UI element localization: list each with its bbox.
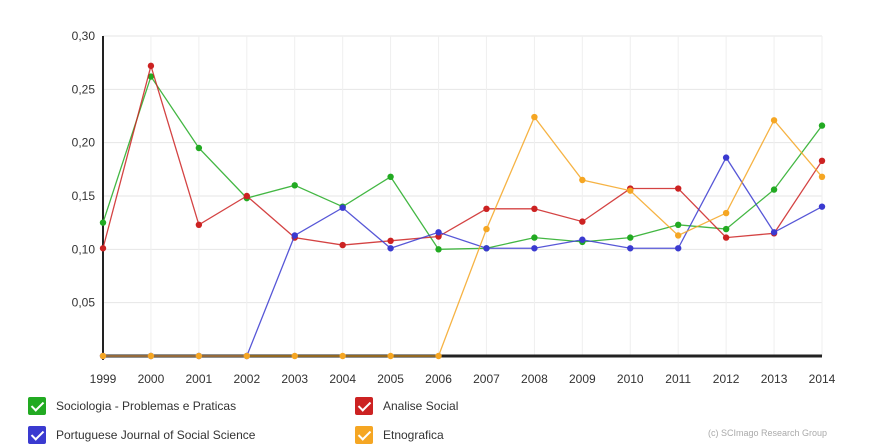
x-tick-label: 2011 bbox=[665, 372, 691, 386]
series-line bbox=[102, 75, 823, 250]
data-point bbox=[675, 245, 682, 252]
y-tick-label: 0,20 bbox=[72, 136, 96, 150]
x-tick-label: 2009 bbox=[569, 372, 596, 386]
data-point bbox=[99, 219, 107, 226]
data-point bbox=[770, 229, 778, 236]
x-tick-labels: 1999 2000 2001 2002 2003 2004 2005 2006 2007 2008… bbox=[90, 372, 836, 386]
y-tick-labels: 0,30 0,25 0,20 0,15 0,10 0,05 bbox=[72, 29, 96, 310]
data-point bbox=[339, 241, 346, 249]
data-point bbox=[339, 204, 346, 211]
x-tick-label: 2006 bbox=[425, 372, 452, 386]
data-point bbox=[579, 218, 586, 225]
data-point bbox=[243, 192, 250, 200]
data-point bbox=[675, 185, 682, 192]
data-point bbox=[627, 245, 634, 252]
series-2 bbox=[99, 154, 826, 360]
data-point bbox=[147, 73, 155, 80]
data-point bbox=[818, 122, 826, 129]
data-point bbox=[675, 221, 682, 228]
data-point bbox=[579, 176, 586, 184]
data-point bbox=[770, 117, 778, 124]
data-point bbox=[483, 205, 490, 212]
x-tick-label: 2000 bbox=[138, 372, 165, 386]
y-tick-label: 0,30 bbox=[72, 29, 96, 43]
y-tick-label: 0,05 bbox=[72, 296, 96, 310]
series-lines bbox=[99, 62, 826, 360]
data-point bbox=[818, 157, 826, 164]
data-point bbox=[387, 173, 394, 180]
series-line bbox=[103, 156, 823, 357]
data-point bbox=[722, 209, 730, 217]
data-point bbox=[531, 205, 538, 212]
data-point bbox=[531, 245, 538, 252]
data-point bbox=[435, 352, 442, 360]
x-tick-label: 2007 bbox=[473, 372, 500, 386]
x-tick-label: 2010 bbox=[617, 372, 644, 386]
data-point bbox=[675, 232, 682, 239]
data-point bbox=[818, 203, 826, 210]
series-3 bbox=[99, 113, 826, 360]
x-tick-label: 2001 bbox=[186, 372, 213, 386]
grid-lines bbox=[102, 35, 823, 356]
data-point bbox=[147, 352, 155, 360]
data-point bbox=[627, 234, 634, 241]
data-point bbox=[435, 246, 442, 253]
data-point bbox=[770, 186, 778, 193]
x-tick-label: 2012 bbox=[713, 372, 740, 386]
series-1 bbox=[99, 62, 826, 252]
data-point bbox=[627, 187, 634, 194]
y-tick-label: 0,10 bbox=[72, 242, 96, 256]
series-line bbox=[102, 63, 823, 249]
data-point bbox=[483, 225, 490, 233]
data-point bbox=[387, 237, 394, 244]
x-tick-label: 2003 bbox=[281, 372, 308, 386]
data-point bbox=[243, 352, 250, 360]
data-point bbox=[722, 225, 730, 233]
x-tick-label: 2014 bbox=[809, 372, 836, 386]
y-tick-label: 0,15 bbox=[72, 189, 96, 203]
data-point bbox=[722, 154, 730, 161]
data-point bbox=[99, 352, 107, 360]
data-point bbox=[722, 234, 730, 241]
data-point bbox=[195, 221, 203, 228]
x-tick-label: 2013 bbox=[761, 372, 788, 386]
data-point bbox=[435, 229, 442, 236]
data-point bbox=[147, 62, 155, 70]
x-tick-label: 2004 bbox=[329, 372, 356, 386]
data-point bbox=[531, 113, 538, 121]
data-point bbox=[579, 236, 586, 243]
data-point bbox=[387, 245, 394, 252]
series-0 bbox=[99, 73, 826, 253]
data-point bbox=[483, 245, 490, 252]
series-line bbox=[103, 115, 823, 357]
data-point bbox=[291, 182, 298, 189]
data-point bbox=[291, 232, 298, 239]
data-point bbox=[291, 352, 298, 360]
axes bbox=[100, 36, 822, 360]
x-tick-label: 1999 bbox=[90, 372, 117, 386]
x-tick-label: 2008 bbox=[521, 372, 548, 386]
data-point bbox=[195, 144, 203, 152]
data-point bbox=[195, 352, 203, 360]
data-point bbox=[818, 173, 826, 180]
y-tick-label: 0,25 bbox=[72, 82, 96, 96]
x-tick-label: 2002 bbox=[233, 372, 260, 386]
data-point bbox=[387, 352, 394, 360]
data-point bbox=[99, 245, 107, 252]
x-tick-label: 2005 bbox=[377, 372, 404, 386]
data-point bbox=[339, 352, 346, 360]
data-point bbox=[531, 234, 538, 241]
